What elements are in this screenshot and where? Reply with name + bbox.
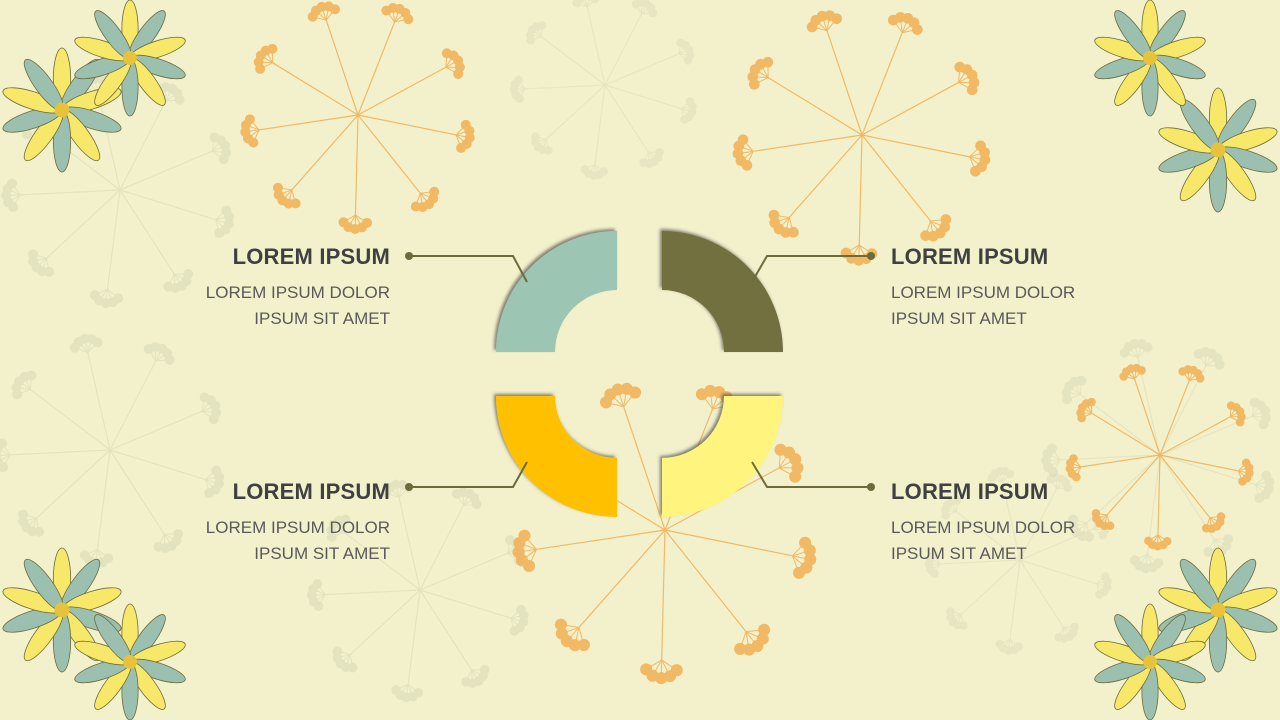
- connector-dot: [867, 483, 875, 491]
- connector-line: [751, 255, 871, 283]
- connector-dot: [867, 252, 875, 260]
- item-bottom-right: LOREM IPSUM LOREM IPSUM DOLOR IPSUM SIT A…: [891, 479, 1151, 567]
- dandelion-icon: [0, 333, 225, 569]
- dandelion-icon: [1, 73, 235, 309]
- item-text: IPSUM SIT AMET: [891, 544, 1027, 563]
- segment-bottom-right: [662, 396, 783, 517]
- item-top-right: LOREM IPSUM LOREM IPSUM DOLOR IPSUM SIT A…: [891, 244, 1151, 332]
- flower-icon: [74, 603, 186, 720]
- flower-icon: [74, 0, 186, 117]
- segment-bottom-left: [496, 396, 617, 517]
- item-text: LOREM IPSUM DOLOR: [205, 518, 390, 537]
- segment-top-right: [662, 231, 783, 352]
- item-title: LOREM IPSUM: [891, 479, 1049, 504]
- item-title: LOREM IPSUM: [232, 479, 390, 504]
- item-text: LOREM IPSUM DOLOR: [891, 518, 1076, 537]
- item-bottom-left: LOREM IPSUM LOREM IPSUM DOLOR IPSUM SIT A…: [130, 479, 390, 567]
- connector-line: [409, 255, 528, 283]
- connector-line: [751, 461, 871, 488]
- dandelion-icon: [509, 0, 697, 180]
- flower-icon: [1094, 0, 1206, 117]
- connector-dot: [405, 483, 413, 491]
- item-title: LOREM IPSUM: [232, 244, 390, 269]
- segment-top-left: [496, 231, 617, 352]
- flower-icon: [1158, 547, 1278, 673]
- flower-icon: [1094, 603, 1206, 720]
- item-top-left: LOREM IPSUM LOREM IPSUM DOLOR IPSUM SIT A…: [130, 244, 390, 332]
- dandelion-icon: [240, 1, 475, 234]
- item-text: IPSUM SIT AMET: [254, 544, 390, 563]
- item-text: IPSUM SIT AMET: [891, 309, 1027, 328]
- flower-icon: [1158, 87, 1278, 213]
- flower-icon: [2, 47, 122, 173]
- item-text: LOREM IPSUM DOLOR: [891, 283, 1076, 302]
- item-title: LOREM IPSUM: [891, 244, 1049, 269]
- dandelion-icon: [1065, 363, 1254, 551]
- item-text: LOREM IPSUM DOLOR: [205, 283, 390, 302]
- dandelion-icon: [924, 466, 1112, 655]
- connector-dot: [405, 252, 413, 260]
- dandelion-icon: [732, 10, 991, 266]
- connector-line: [409, 461, 528, 488]
- item-text: IPSUM SIT AMET: [254, 309, 390, 328]
